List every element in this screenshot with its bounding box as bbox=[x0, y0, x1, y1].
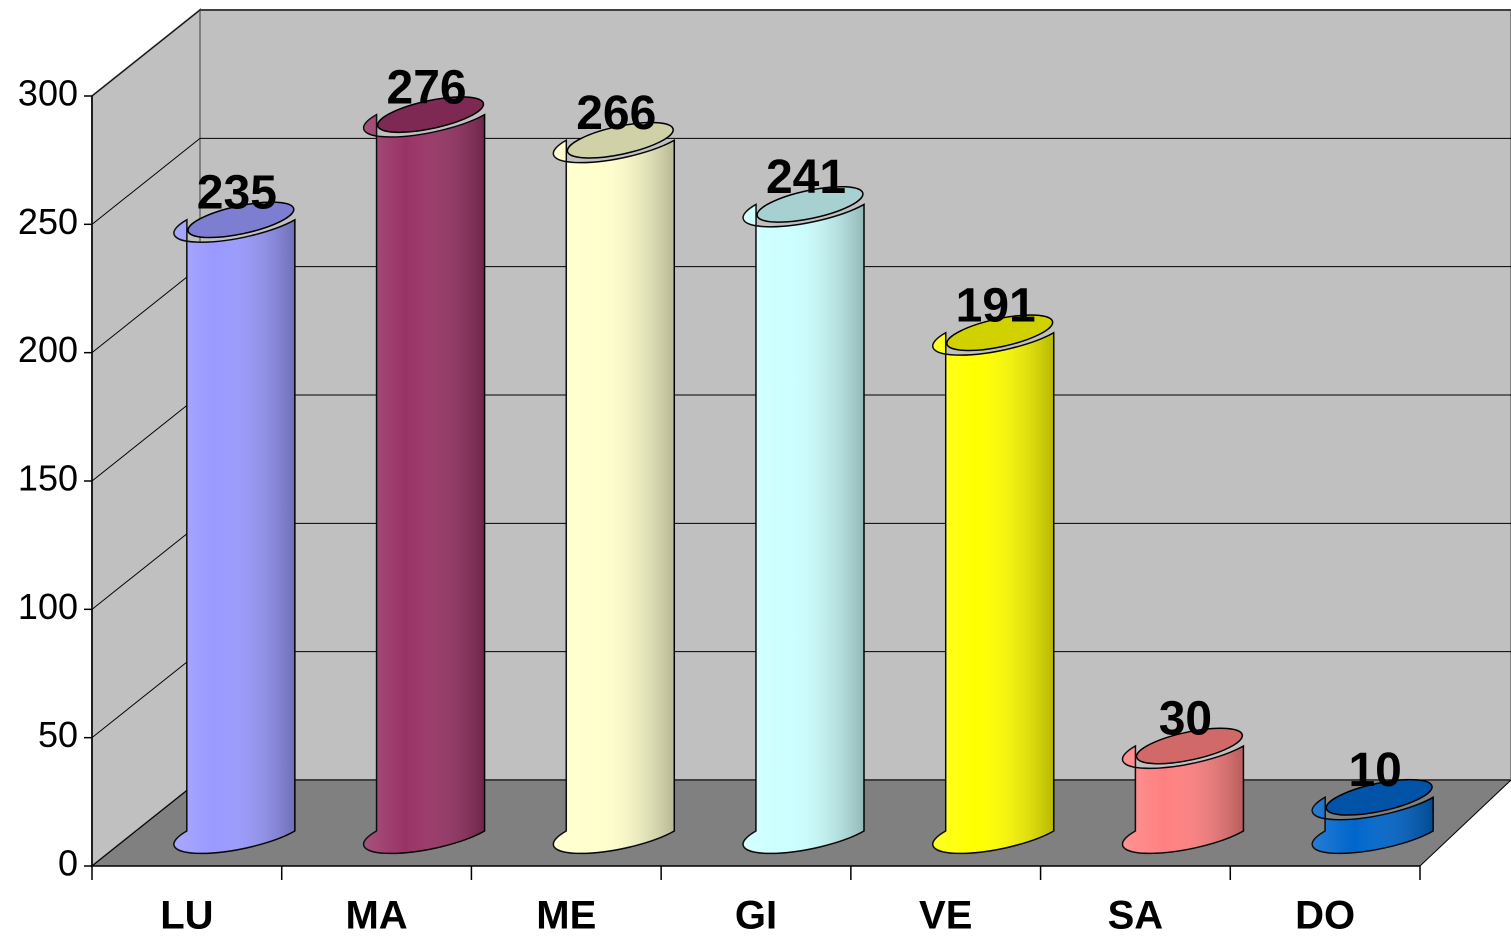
grid-line bbox=[91, 9, 201, 97]
bar-shade bbox=[173, 219, 295, 854]
grid-line bbox=[91, 779, 201, 867]
bar-top bbox=[376, 96, 485, 134]
grid-line bbox=[91, 522, 201, 610]
x-tick-label: VE bbox=[919, 894, 972, 938]
bar-shade bbox=[553, 140, 675, 854]
bar-top bbox=[946, 314, 1054, 352]
bar-top bbox=[187, 201, 295, 239]
value-label: 266 bbox=[576, 87, 656, 140]
value-label: 235 bbox=[197, 167, 277, 220]
y-tick-label: 50 bbox=[38, 714, 78, 755]
value-label: 10 bbox=[1348, 744, 1401, 797]
bar-top-shade bbox=[1326, 779, 1433, 816]
bar-top-shade bbox=[946, 315, 1053, 351]
grid-line bbox=[91, 394, 201, 482]
bar-top-shade bbox=[187, 202, 294, 238]
grid-line bbox=[91, 266, 201, 354]
value-label: 30 bbox=[1159, 693, 1212, 746]
y-tick-label: 200 bbox=[18, 329, 78, 370]
bar-shade bbox=[1312, 797, 1434, 854]
x-tick-label: ME bbox=[536, 894, 596, 938]
bar-top bbox=[1135, 727, 1244, 765]
bar-shade bbox=[932, 332, 1054, 854]
bar-top bbox=[566, 121, 674, 159]
bar-top bbox=[1325, 778, 1433, 816]
y-tick-label: 150 bbox=[18, 458, 78, 499]
y-tick-label: 250 bbox=[18, 201, 78, 242]
x-tick-label: MA bbox=[345, 894, 407, 938]
bar-top-shade bbox=[757, 186, 863, 223]
bar-top bbox=[756, 185, 864, 223]
bar-top-shade bbox=[1136, 728, 1243, 764]
value-label: 276 bbox=[387, 61, 467, 114]
y-tick-label: 0 bbox=[58, 843, 78, 884]
x-tick-label: DO bbox=[1295, 894, 1355, 938]
bar-shade bbox=[1122, 746, 1244, 854]
value-label: 241 bbox=[766, 151, 846, 204]
bar-top-shade bbox=[567, 122, 674, 158]
value-label: 191 bbox=[956, 279, 1036, 332]
bar-shade bbox=[363, 114, 485, 854]
grid-line bbox=[91, 651, 201, 739]
y-tick-label: 100 bbox=[18, 586, 78, 627]
bar-shade bbox=[743, 204, 864, 854]
x-tick-label: LU bbox=[160, 894, 213, 938]
x-tick-label: SA bbox=[1108, 894, 1164, 938]
grid-line bbox=[91, 137, 201, 225]
y-tick-label: 300 bbox=[18, 73, 78, 114]
bar-top-shade bbox=[377, 96, 484, 133]
x-tick-label: GI bbox=[735, 894, 777, 938]
